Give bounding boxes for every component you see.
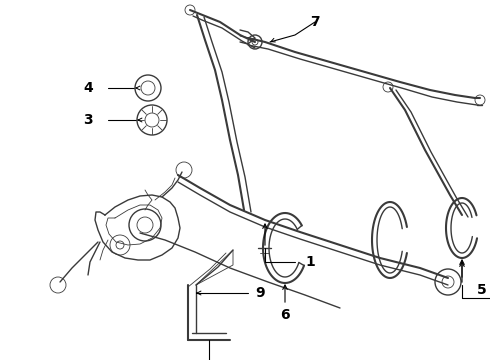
Text: 7: 7: [310, 15, 320, 29]
Text: 4: 4: [83, 81, 93, 95]
Text: 1: 1: [305, 255, 315, 269]
Text: 3: 3: [83, 113, 93, 127]
Text: 5: 5: [477, 283, 487, 297]
Text: 9: 9: [255, 286, 265, 300]
Text: 6: 6: [280, 308, 290, 322]
